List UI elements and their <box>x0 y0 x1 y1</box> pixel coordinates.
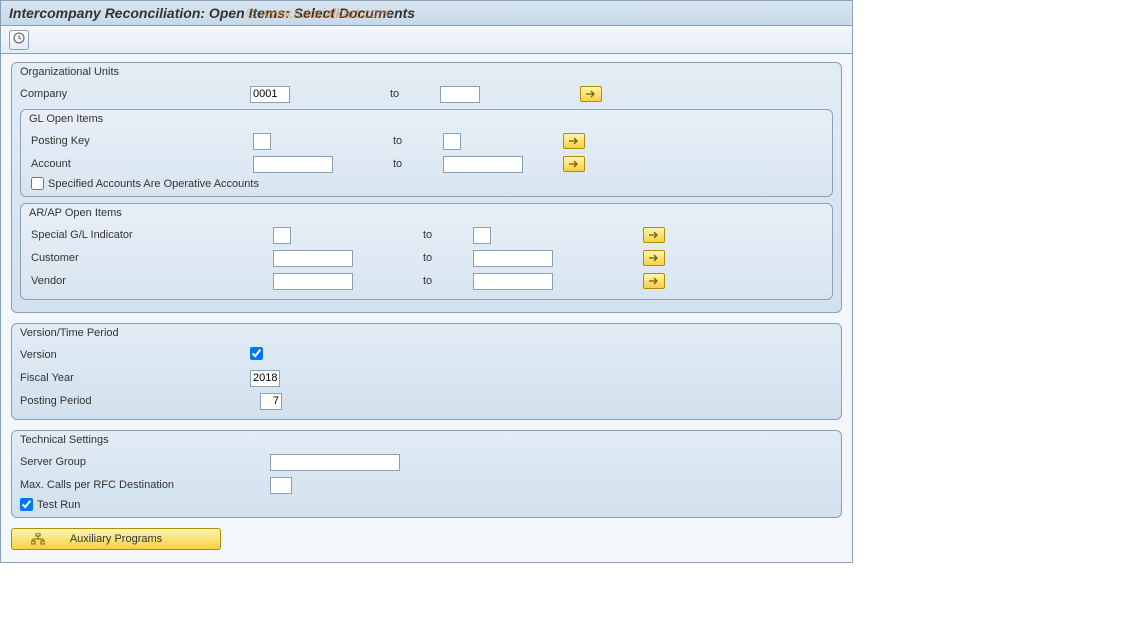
group-gl-open-items: GL Open Items Posting Key to Account <box>20 109 833 197</box>
label-to-account: to <box>393 158 443 170</box>
special-gl-multi-button[interactable] <box>643 227 665 243</box>
group-title-tech: Technical Settings <box>12 431 841 449</box>
row-version: Version <box>20 344 833 366</box>
arrow-right-icon <box>586 90 596 98</box>
fiscal-year-input[interactable] <box>250 370 280 387</box>
group-organizational-units: Organizational Units Company to GL Open … <box>11 62 842 313</box>
test-run-checkbox[interactable] <box>20 498 33 511</box>
max-calls-input[interactable] <box>270 477 292 494</box>
label-to-special-gl: to <box>423 229 473 241</box>
row-customer: Customer to <box>31 247 822 269</box>
group-title-org: Organizational Units <box>12 63 841 81</box>
posting-period-input[interactable] <box>260 393 282 410</box>
account-to-input[interactable] <box>443 156 523 173</box>
posting-key-to-input[interactable] <box>443 133 461 150</box>
group-version-time-period: Version/Time Period Version Fiscal Year … <box>11 323 842 420</box>
company-to-input[interactable] <box>440 86 480 103</box>
row-posting-period: Posting Period <box>20 390 833 412</box>
page-title: Intercompany Reconciliation: Open Items:… <box>9 5 415 21</box>
label-max-calls: Max. Calls per RFC Destination <box>20 479 270 491</box>
label-version: Version <box>20 349 250 361</box>
label-customer: Customer <box>31 252 273 264</box>
arrow-right-icon <box>569 137 579 145</box>
label-account: Account <box>31 158 253 170</box>
row-posting-key: Posting Key to <box>31 130 822 152</box>
label-fiscal-year: Fiscal Year <box>20 372 250 384</box>
label-vendor: Vendor <box>31 275 273 287</box>
label-to-posting-key: to <box>393 135 443 147</box>
arrow-right-icon <box>649 254 659 262</box>
company-from-input[interactable] <box>250 86 290 103</box>
group-title-gl: GL Open Items <box>21 110 832 128</box>
group-title-arap: AR/AP Open Items <box>21 204 832 222</box>
clock-icon <box>13 32 25 47</box>
special-gl-from-input[interactable] <box>273 227 291 244</box>
row-auxiliary: Auxiliary Programs <box>11 528 842 550</box>
special-gl-to-input[interactable] <box>473 227 491 244</box>
label-company: Company <box>20 88 250 100</box>
label-to-customer: to <box>423 252 473 264</box>
vendor-multi-button[interactable] <box>643 273 665 289</box>
label-posting-key: Posting Key <box>31 135 253 147</box>
execute-button[interactable] <box>9 30 29 50</box>
arrow-right-icon <box>569 160 579 168</box>
arrow-right-icon <box>649 277 659 285</box>
customer-to-input[interactable] <box>473 250 553 267</box>
row-company: Company to <box>20 83 833 105</box>
account-multi-button[interactable] <box>563 156 585 172</box>
posting-key-multi-button[interactable] <box>563 133 585 149</box>
account-from-input[interactable] <box>253 156 333 173</box>
posting-key-from-input[interactable] <box>253 133 271 150</box>
row-test-run: Test Run <box>20 498 833 511</box>
label-posting-period: Posting Period <box>20 395 250 407</box>
auxiliary-programs-button[interactable]: Auxiliary Programs <box>11 528 221 550</box>
label-server-group: Server Group <box>20 456 270 468</box>
auxiliary-programs-label: Auxiliary Programs <box>70 533 162 545</box>
group-technical-settings: Technical Settings Server Group Max. Cal… <box>11 430 842 518</box>
group-title-version: Version/Time Period <box>12 324 841 342</box>
label-to-company: to <box>390 88 440 100</box>
version-checkbox[interactable] <box>250 347 263 360</box>
app-frame: Intercompany Reconciliation: Open Items:… <box>0 0 853 563</box>
row-fiscal-year: Fiscal Year <box>20 367 833 389</box>
row-special-gl: Special G/L Indicator to <box>31 224 822 246</box>
arrow-right-icon <box>649 231 659 239</box>
label-specified-accounts: Specified Accounts Are Operative Account… <box>48 178 259 190</box>
row-max-calls: Max. Calls per RFC Destination <box>20 474 833 496</box>
title-bar: Intercompany Reconciliation: Open Items:… <box>1 1 852 26</box>
server-group-input[interactable] <box>270 454 400 471</box>
specified-accounts-checkbox[interactable] <box>31 177 44 190</box>
company-multi-button[interactable] <box>580 86 602 102</box>
content-area: Organizational Units Company to GL Open … <box>1 54 852 562</box>
vendor-to-input[interactable] <box>473 273 553 290</box>
app-toolbar <box>1 26 852 54</box>
label-to-vendor: to <box>423 275 473 287</box>
vendor-from-input[interactable] <box>273 273 353 290</box>
customer-multi-button[interactable] <box>643 250 665 266</box>
label-test-run: Test Run <box>37 499 80 511</box>
label-special-gl: Special G/L Indicator <box>31 229 273 241</box>
row-vendor: Vendor to <box>31 270 822 292</box>
group-arap-open-items: AR/AP Open Items Special G/L Indicator t… <box>20 203 833 300</box>
row-specified-accounts: Specified Accounts Are Operative Account… <box>31 177 822 190</box>
customer-from-input[interactable] <box>273 250 353 267</box>
row-server-group: Server Group <box>20 451 833 473</box>
row-account: Account to <box>31 153 822 175</box>
hierarchy-icon <box>30 533 46 545</box>
